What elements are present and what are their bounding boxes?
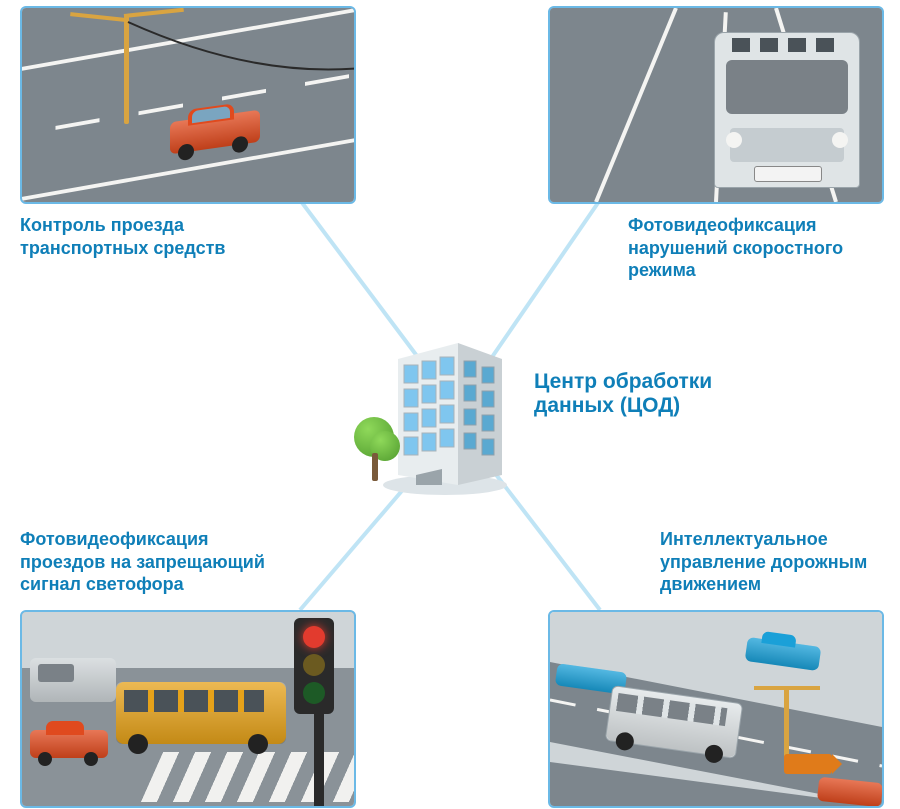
- caption-bl-l1: Фотовидеофиксация: [20, 528, 265, 551]
- caption-tr-l1: Фотовидеофиксация: [628, 214, 843, 237]
- panel-speed-violation: [548, 6, 884, 204]
- caption-tr-l2: нарушений скоростного: [628, 237, 843, 260]
- caption-bl-l2: проездов на запрещающий: [20, 551, 265, 574]
- caption-tl-l2: транспортных средств: [20, 237, 226, 260]
- datacenter-label-line2: данных (ЦОД): [534, 394, 712, 418]
- caption-bl-l3: сигнал светофора: [20, 573, 265, 596]
- caption-tr-l3: режима: [628, 259, 843, 282]
- direction-sign-icon: [784, 754, 832, 774]
- datacenter-building-icon: [370, 325, 520, 495]
- caption-br-l2: управление дорожным: [660, 551, 867, 574]
- caption-br-l3: движением: [660, 573, 867, 596]
- datacenter-label-line1: Центр обработки: [534, 370, 712, 394]
- caption-tl: Контроль проезда транспортных средств: [20, 214, 226, 259]
- panel-vehicle-passage-control: [20, 6, 356, 204]
- caption-br: Интеллектуальное управление дорожным дви…: [660, 528, 867, 596]
- van-icon: [30, 658, 116, 702]
- diagram-canvas: Центр обработки данных (ЦОД) Контроль пр…: [0, 0, 900, 809]
- caption-tr: Фотовидеофиксация нарушений скоростного …: [628, 214, 843, 282]
- bus-icon: [714, 32, 860, 188]
- traffic-light-icon: [278, 618, 338, 798]
- car-icon: [30, 730, 108, 758]
- bus-icon: [116, 682, 286, 744]
- datacenter-label: Центр обработки данных (ЦОД): [534, 370, 712, 418]
- caption-tl-l1: Контроль проезда: [20, 214, 226, 237]
- caption-bl: Фотовидеофиксация проездов на запрещающи…: [20, 528, 265, 596]
- panel-red-light-violation: [20, 610, 356, 808]
- panel-intelligent-traffic: [548, 610, 884, 808]
- caption-br-l1: Интеллектуальное: [660, 528, 867, 551]
